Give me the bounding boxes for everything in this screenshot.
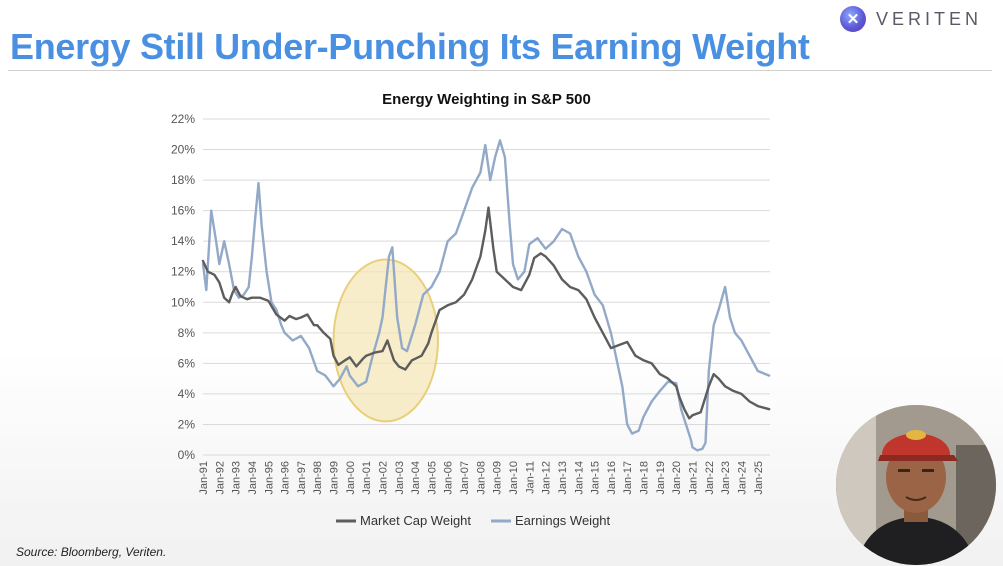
y-tick-label: 0% [178,448,196,462]
chart-title: Energy Weighting in S&P 500 [382,91,591,108]
x-tick-label: Jan-15 [590,461,602,495]
title-divider [8,70,992,71]
legend-label-market-cap: Market Cap Weight [360,513,471,528]
y-tick-label: 20% [171,143,195,157]
x-tick-label: Jan-22 [704,461,716,495]
x-tick-label: Jan-13 [557,461,569,495]
y-tick-label: 2% [178,417,196,431]
x-tick-label: Jan-99 [329,461,341,495]
x-tick-label: Jan-03 [394,461,406,495]
y-tick-label: 18% [171,173,195,187]
y-tick-label: 16% [171,204,195,218]
y-tick-label: 4% [178,387,196,401]
highlight-ellipse [332,258,439,423]
x-tick-label: Jan-91 [198,461,210,495]
brand: ✕ VERITEN [840,5,982,33]
x-tick-label: Jan-04 [410,461,422,495]
series-line-market-cap [201,206,771,420]
y-tick-label: 14% [171,234,195,248]
x-tick-label: Jan-00 [345,461,357,495]
y-tick-label: 12% [171,265,195,279]
series-line-earnings [201,139,771,452]
x-tick-label: Jan-09 [492,461,504,495]
x-tick-label: Jan-05 [426,461,438,495]
x-tick-label: Jan-12 [541,461,553,495]
x-tick-label: Jan-94 [247,461,259,495]
x-tick-label: Jan-06 [443,461,455,495]
x-tick-label: Jan-20 [671,461,683,495]
slide-title: Energy Still Under-Punching Its Earning … [10,26,810,67]
presenter-avatar [836,405,996,565]
y-tick-label: 10% [171,295,195,309]
x-tick-label: Jan-21 [687,461,699,495]
y-tick-label: 22% [171,112,195,126]
x-tick-label: Jan-23 [720,461,732,495]
x-tick-label: Jan-17 [622,461,634,495]
x-tick-label: Jan-08 [475,461,487,495]
presenter-webcam [836,405,996,565]
y-tick-label: 6% [178,356,196,370]
veriten-logo-icon: ✕ [840,6,866,32]
x-tick-label: Jan-16 [606,461,618,495]
x-tick-label: Jan-19 [655,461,667,495]
x-tick-label: Jan-98 [312,461,324,495]
y-tick-label: 8% [178,326,196,340]
x-tick-label: Jan-95 [263,461,275,495]
x-tick-label: Jan-96 [280,461,292,495]
x-tick-label: Jan-18 [639,461,651,495]
x-tick-label: Jan-11 [524,461,536,494]
x-tick-label: Jan-97 [296,461,308,495]
x-tick-label: Jan-07 [459,461,471,495]
x-tick-label: Jan-25 [753,461,765,495]
x-tick-label: Jan-24 [736,461,748,495]
source-note: Source: Bloomberg, Veriten. [16,545,167,559]
x-tick-label: Jan-10 [508,461,520,495]
x-tick-label: Jan-92 [214,461,226,495]
brand-name: VERITEN [876,8,983,29]
x-tick-label: Jan-02 [377,461,389,495]
x-tick-label: Jan-01 [361,461,373,495]
x-tick-label: Jan-93 [231,461,243,495]
x-tick-label: Jan-14 [573,461,585,495]
legend-label-earnings: Earnings Weight [515,513,611,528]
